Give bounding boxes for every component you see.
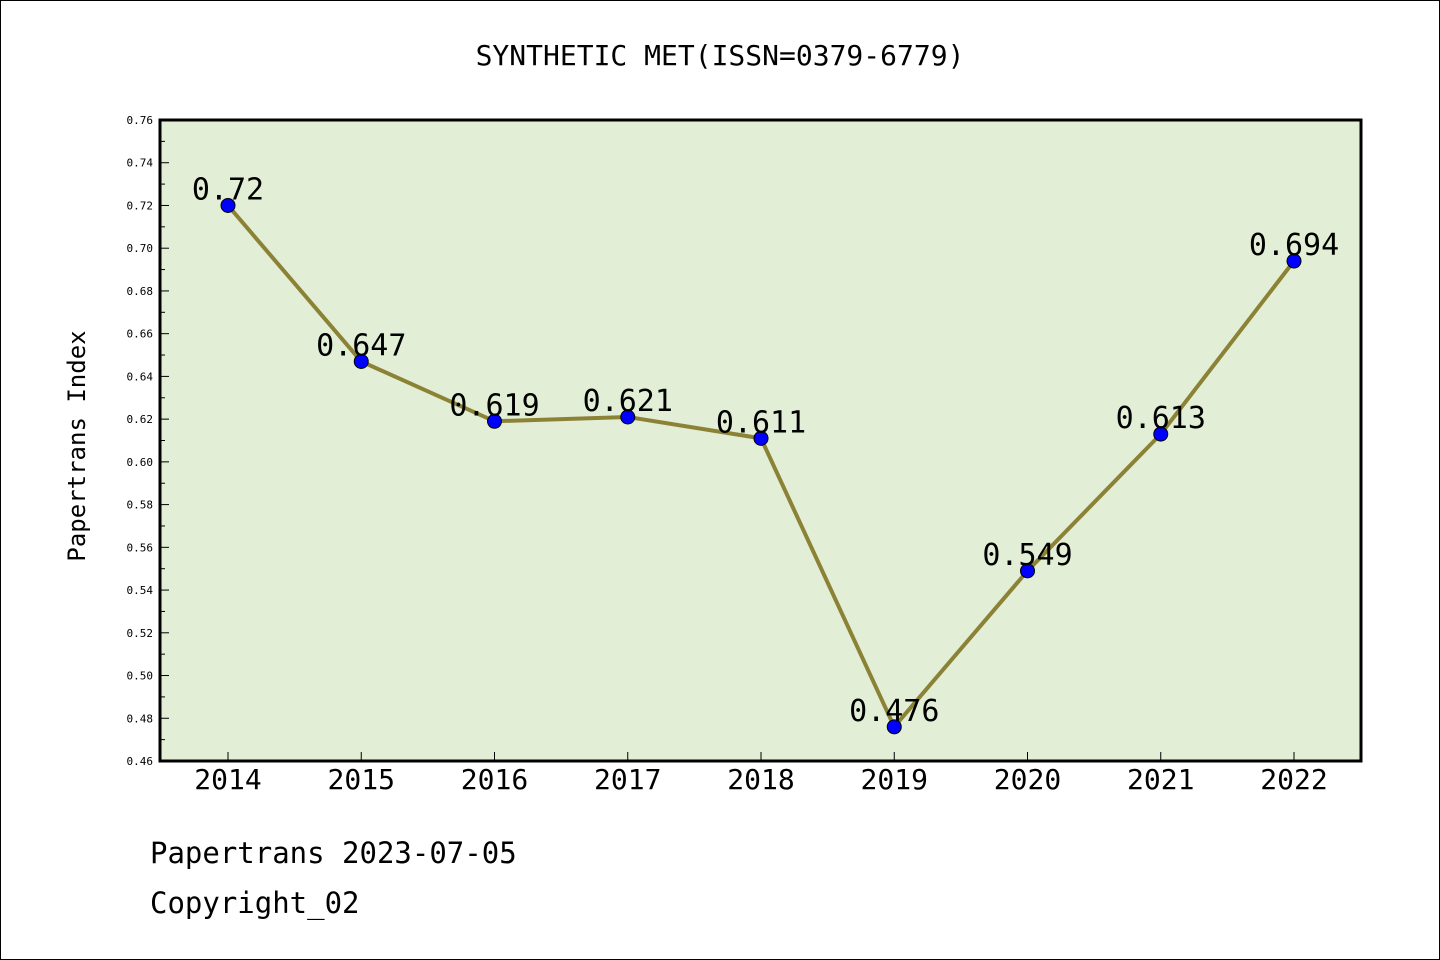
- x-tick-label: 2015: [328, 763, 395, 796]
- x-tick-label: 2014: [194, 763, 261, 796]
- data-point: [1020, 563, 1035, 579]
- x-tick-label: 2017: [594, 763, 661, 796]
- data-markers: [220, 197, 1302, 735]
- y-tick-label: 0.66: [127, 328, 154, 341]
- data-label: 0.611: [716, 405, 806, 440]
- x-tick-label: 2016: [461, 763, 528, 796]
- y-tick-label: 0.52: [127, 627, 154, 640]
- y-axis: 0.46 0.48 0.50 0.52 0.54 0.56 0.58 0.60 0.62 0.64…: [127, 114, 169, 768]
- y-tick-label: 0.50: [127, 670, 154, 683]
- footer-date: Papertrans 2023-07-05: [150, 836, 517, 870]
- x-tick-label: 2019: [861, 763, 928, 796]
- data-label: 0.694: [1249, 228, 1339, 263]
- x-axis: 2014 2015 2016 2017 2018 2019 2020 2021 2022: [194, 752, 1328, 796]
- data-label: 0.647: [316, 328, 406, 363]
- y-tick-label: 0.76: [127, 114, 154, 127]
- data-point: [1286, 253, 1302, 269]
- y-tick-label: 0.58: [127, 499, 154, 512]
- x-tick-label: 2021: [1127, 763, 1194, 796]
- y-tick-label: 0.72: [127, 199, 154, 212]
- y-tick-label: 0.62: [127, 413, 154, 426]
- y-tick-label: 0.64: [127, 370, 154, 383]
- data-point: [753, 430, 769, 446]
- y-tick-label: 0.54: [127, 584, 154, 597]
- data-point: [220, 197, 236, 213]
- data-labels: 0.72 0.647 0.619 0.621 0.611 0.476 0.549 0.613 0…: [192, 172, 1339, 728]
- y-tick-label: 0.56: [127, 541, 154, 554]
- data-point: [886, 719, 902, 735]
- data-point: [620, 409, 636, 425]
- data-label: 0.613: [1116, 401, 1206, 436]
- data-point: [353, 353, 369, 369]
- data-label: 0.619: [449, 388, 539, 423]
- y-tick-label: 0.60: [127, 456, 154, 469]
- data-label: 0.476: [849, 694, 939, 729]
- y-tick-label: 0.46: [127, 755, 154, 768]
- x-tick-label: 2018: [727, 763, 794, 796]
- data-point: [487, 413, 502, 429]
- x-tick-label: 2020: [994, 763, 1061, 796]
- footer-copyright: Copyright_02: [150, 886, 360, 920]
- y-tick-label: 0.70: [127, 242, 154, 255]
- y-tick-label: 0.74: [127, 157, 154, 170]
- data-label: 0.549: [982, 538, 1072, 573]
- x-tick-label: 2022: [1260, 763, 1327, 796]
- y-tick-label: 0.48: [127, 712, 154, 725]
- data-label: 0.72: [192, 172, 264, 207]
- chart-title: SYNTHETIC MET(ISSN=0379-6779): [476, 39, 965, 72]
- y-axis-label: Papertrans Index: [63, 330, 91, 561]
- y-tick-label: 0.68: [127, 285, 154, 298]
- data-point: [1153, 426, 1169, 442]
- data-label: 0.621: [583, 384, 673, 419]
